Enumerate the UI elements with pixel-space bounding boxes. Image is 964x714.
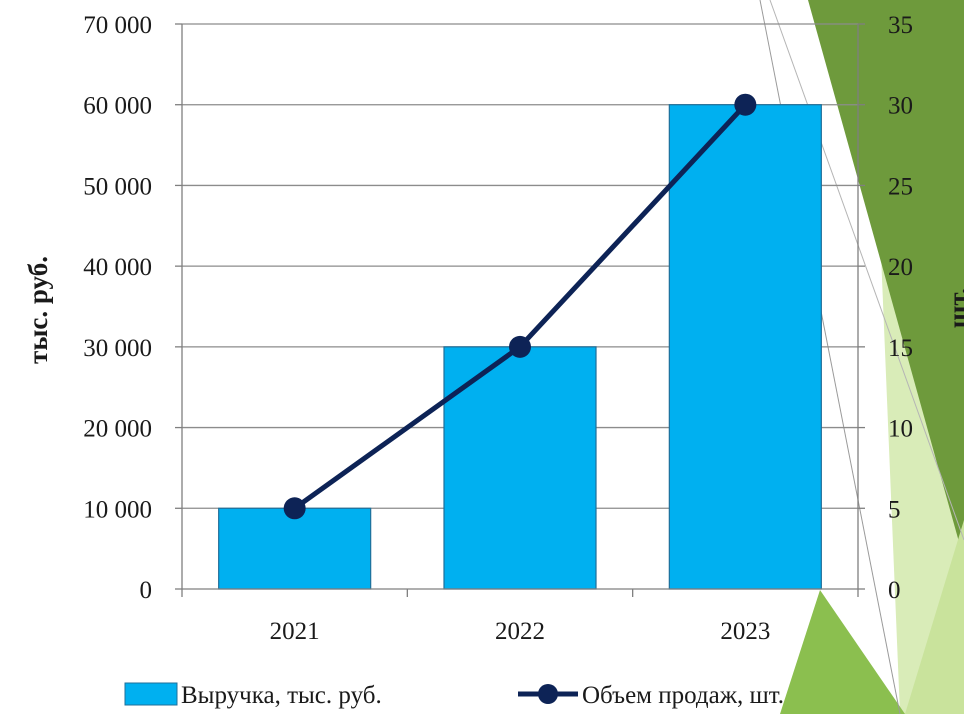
right-axis-ticks: 0 5 10 15 20 25 30 35 [888,12,913,604]
left-axis-title: тыс. руб. [23,256,53,364]
x-tick-label: 2023 [720,618,770,645]
sales-volume-point-2022 [509,335,531,358]
right-tick-label: 15 [888,335,913,362]
line-series [283,93,757,520]
right-tick-label: 20 [888,254,913,281]
decor-dark-triangle [808,0,964,560]
axes [175,23,865,597]
right-tick-label: 0 [888,577,901,604]
left-tick-label: 70 000 [83,12,152,39]
left-tick-label: 60 000 [83,93,152,120]
right-tick-label: 10 [888,416,913,443]
right-tick-label: 30 [888,93,913,120]
left-tick-label: 10 000 [83,496,152,523]
decor-corner-triangle [905,520,964,714]
left-tick-label: 40 000 [83,254,152,281]
sales-volume-point-2021 [283,497,306,520]
legend-line-label: Объем продаж, шт. [582,682,784,709]
left-tick-label: 50 000 [83,173,152,200]
legend-bar-swatch [124,682,178,706]
x-tick-label: 2022 [495,618,545,645]
decor-thin-line-2 [769,0,964,541]
legend-line-marker [538,684,558,704]
sales-volume-point-2023 [734,93,757,116]
bar-2023 [668,104,822,590]
legend: Выручка, тыс. руб. Объем продаж, шт. [124,682,784,709]
decor-bottom-triangle [780,590,905,714]
right-tick-label: 25 [888,173,913,200]
right-axis-title: шт. [943,288,964,329]
bar-2021 [218,507,372,590]
right-tick-label: 35 [888,12,913,39]
x-axis-ticks: 2021 2022 2023 [270,618,771,645]
slide-decoration [759,0,964,714]
right-tick-label: 5 [888,496,901,523]
legend-bar-label: Выручка, тыс. руб. [181,682,382,709]
left-tick-label: 0 [140,577,153,604]
left-axis-ticks: 0 10 000 20 000 30 000 40 000 50 000 60 000 70 … [83,12,152,604]
left-tick-label: 20 000 [83,416,152,443]
left-tick-label: 30 000 [83,335,152,362]
x-tick-label: 2021 [270,618,320,645]
